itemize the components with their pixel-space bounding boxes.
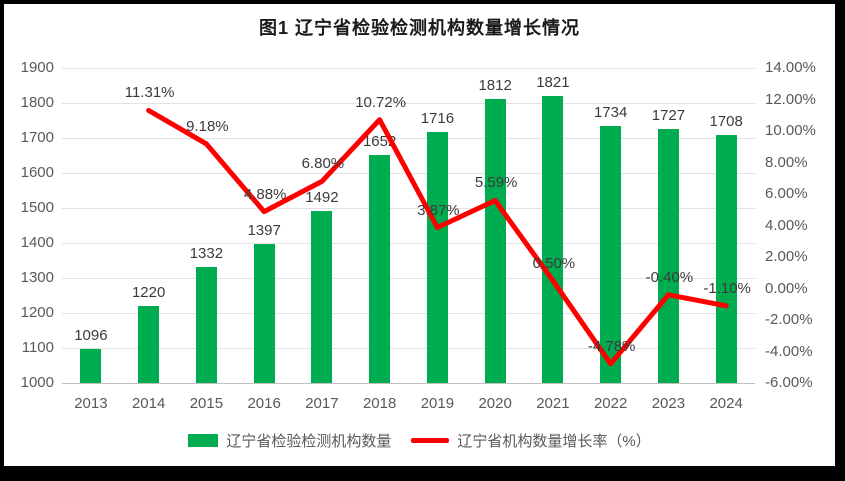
- bar-value-label: 1812: [478, 76, 512, 94]
- line-legend-label: 辽宁省机构数量增长率（%）: [457, 433, 651, 450]
- line-point-label: 6.80%: [301, 155, 345, 173]
- bar-value-label: 1727: [651, 106, 686, 124]
- line-legend-swatch: [411, 438, 450, 443]
- bar: [715, 135, 737, 383]
- right-axis-tick: 6.00%: [765, 185, 808, 202]
- x-axis-label: 2020: [478, 395, 512, 412]
- growth-line-svg: [146, 107, 729, 367]
- left-axis-tick: 1100: [21, 339, 54, 356]
- line-point-label: 11.31%: [124, 84, 175, 102]
- x-axis-label: 2021: [536, 395, 570, 412]
- bar-value-label: 1492: [305, 188, 339, 206]
- bar: [600, 126, 622, 383]
- gridline: [62, 347, 755, 349]
- bar: [426, 132, 448, 383]
- right-axis-tick: -4.00%: [765, 342, 813, 360]
- left-axis-tick: 1400: [20, 234, 54, 251]
- plot-area: 1900 1800 1700 1600 1500 1400 1300 1200 1100 1000…: [21, 59, 816, 412]
- line-point-label: 9.18%: [186, 117, 229, 135]
- bar: [657, 128, 679, 383]
- left-axis-tick: 1500: [20, 199, 54, 216]
- right-axis-tick: 14.00%: [765, 59, 816, 76]
- bar-value-label: 1332: [189, 244, 224, 262]
- right-axis-tick: 12.00%: [765, 90, 816, 108]
- x-axis-label: 2023: [651, 395, 686, 412]
- line-point-label: -4.78%: [587, 337, 636, 355]
- gridline: [62, 137, 755, 139]
- bar-value-label: 1397: [247, 222, 281, 240]
- bar-legend-label: 辽宁省检验检测机构数量: [226, 433, 392, 450]
- line-point-label: 5.59%: [474, 174, 518, 192]
- bar: [311, 210, 333, 383]
- bar: [542, 95, 564, 383]
- gridline: [62, 207, 755, 209]
- right-axis-tick: 4.00%: [765, 216, 808, 234]
- x-axis-label: 2015: [189, 395, 224, 412]
- line-point-label: 3.87%: [417, 201, 460, 219]
- bar-value-label: 1716: [420, 110, 455, 128]
- bar-value-label: 1096: [74, 327, 108, 345]
- gridline: [62, 67, 755, 69]
- left-axis-tick: 1900: [20, 59, 54, 76]
- right-axis-tick: -2.00%: [765, 311, 813, 328]
- bar: [253, 244, 275, 383]
- left-axis-tick: 1700: [20, 129, 54, 146]
- gridline: [62, 277, 755, 279]
- x-axis-label: 2016: [247, 395, 281, 412]
- line-point-label: -0.40%: [645, 268, 694, 286]
- bar-value-label: 1734: [593, 104, 628, 122]
- line-point-label: -1.10%: [703, 279, 751, 297]
- right-axis-tick: -6.00%: [765, 374, 813, 391]
- left-axis-tick: 1800: [20, 94, 54, 111]
- left-axis-tick: 1000: [20, 374, 54, 391]
- gridline: [62, 102, 755, 104]
- right-axis-tick: 10.00%: [765, 122, 816, 139]
- right-axis-tick: 0.00%: [765, 279, 808, 297]
- line-point-label: 10.72%: [355, 93, 407, 111]
- bar: [138, 306, 160, 383]
- line-point-label: 0.50%: [532, 254, 576, 272]
- bar-legend-swatch: [188, 434, 219, 447]
- bar-value-label: 1821: [536, 73, 570, 91]
- x-axis-label: 2013: [74, 395, 108, 412]
- gridline: [62, 382, 755, 384]
- gridline: [62, 312, 755, 314]
- right-axis-tick: 2.00%: [765, 248, 808, 265]
- bar: [369, 154, 391, 383]
- bar-value-label: 1708: [709, 113, 743, 131]
- x-axis-label: 2017: [305, 395, 339, 412]
- left-axis-tick: 1300: [20, 269, 54, 286]
- line-point-label: 4.88%: [243, 185, 287, 203]
- bar: [195, 266, 217, 383]
- chart-frame: 图1 辽宁省检验检测机构数量增长情况 1900 1800 1700 1600 1500 1…: [4, 4, 835, 466]
- right-axis-tick: 8.00%: [765, 153, 808, 171]
- left-axis-tick: 1200: [20, 304, 54, 321]
- growth-line: [146, 107, 729, 367]
- left-axis-tick: 1600: [20, 164, 54, 181]
- bar: [80, 349, 102, 383]
- bar: [484, 98, 506, 383]
- x-axis-label: 2024: [709, 395, 743, 412]
- gridline: [62, 242, 755, 244]
- chart-title: 图1 辽宁省检验检测机构数量增长情况: [258, 18, 580, 38]
- x-axis-label: 2019: [420, 395, 455, 412]
- bar-value-label: 1220: [131, 284, 166, 301]
- legend: 辽宁省检验检测机构数量 辽宁省机构数量增长率（%）: [4, 430, 835, 451]
- x-axis-label: 2014: [131, 395, 166, 412]
- x-axis-label: 2022: [593, 395, 628, 412]
- x-axis-label: 2018: [362, 395, 397, 412]
